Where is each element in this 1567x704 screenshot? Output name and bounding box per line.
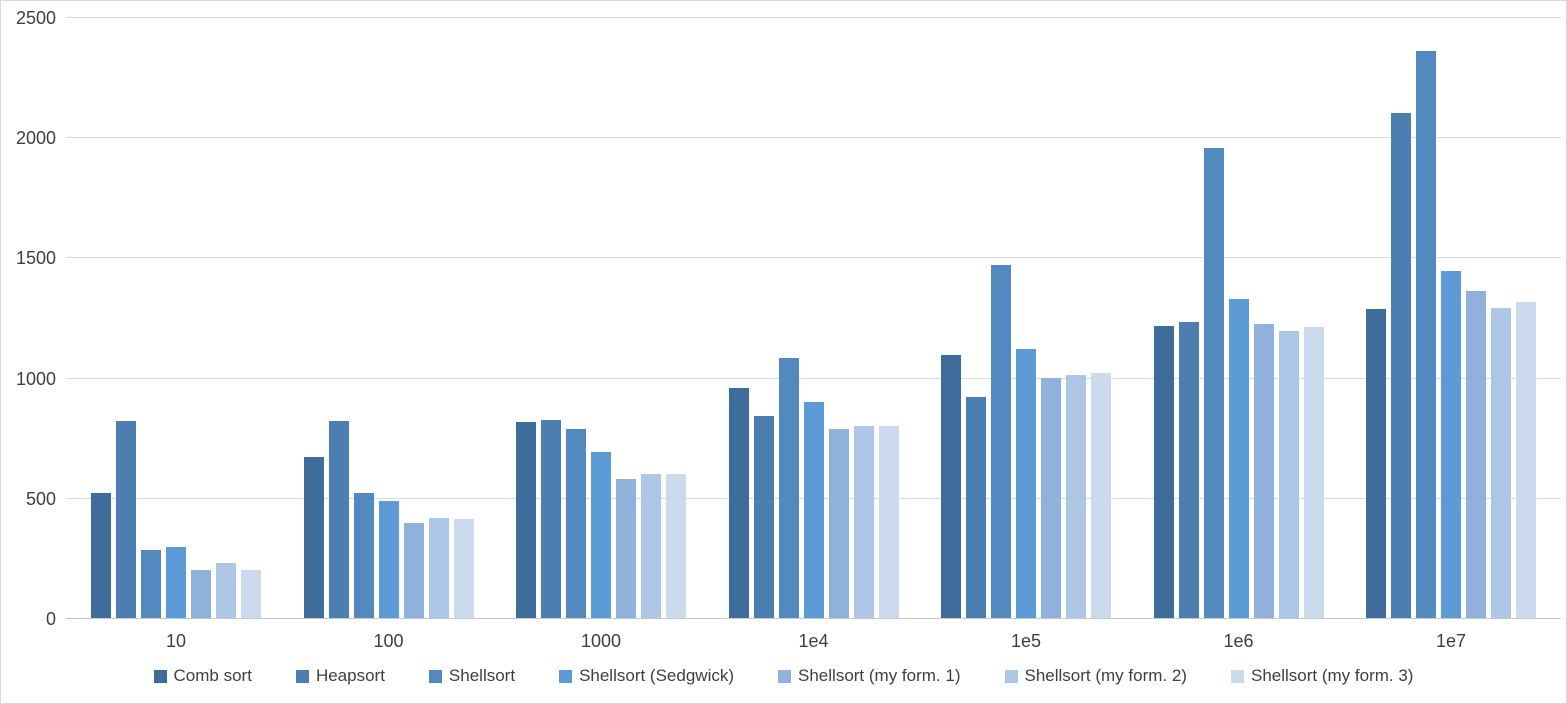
bar [1253,323,1274,618]
legend-swatch-icon [559,669,573,683]
legend-label: Comb sort [173,666,252,685]
bar [991,264,1011,618]
gridline [66,377,1561,379]
bar [803,401,824,618]
bar [116,420,136,618]
bar [1516,301,1536,618]
x-tick-label: 10 [165,631,187,651]
bar-group [91,420,261,618]
legend-item: Shellsort (my form. 1) [778,666,961,686]
legend: Comb sort Heapsort Shellsort Shellsort (Sed… [1,666,1566,686]
bar [303,456,324,618]
bar [1228,299,1249,618]
bar-group [303,420,474,618]
bar [666,473,686,618]
bar [1016,348,1036,618]
bar [1366,309,1386,618]
legend-swatch-icon [295,669,309,683]
legend-label: Shellsort (my form. 3) [1250,666,1414,685]
bar [753,416,774,618]
bar [728,388,749,618]
bar [1466,291,1486,618]
legend-item: Shellsort (Sedgwick) [559,666,734,686]
bar [1203,148,1224,618]
bar-group [728,358,899,618]
bar [403,523,424,618]
legend-label: Heapsort [315,666,385,685]
bar [941,354,961,618]
bar-group [941,264,1111,618]
legend-item: Shellsort (my form. 2) [1004,666,1187,686]
legend-item: Shellsort (my form. 3) [1230,666,1414,686]
x-tick-label: 100 [373,631,404,651]
bar [616,478,636,618]
bar [1178,322,1199,618]
bar [1091,372,1111,618]
x-tick-label: 1e4 [798,631,829,651]
legend-label: Shellsort (my form. 2) [1024,666,1187,685]
legend-item: Comb sort [153,666,252,686]
bar [778,358,799,618]
bar-group [1366,50,1536,618]
bar [241,569,261,618]
bar [1391,113,1411,618]
x-tick-label: 1000 [580,631,622,651]
gridline [66,17,1561,18]
bar [191,569,211,618]
legend-item: Shellsort [428,666,516,686]
bar [1416,50,1436,618]
bar [641,473,661,618]
legend-swatch-icon [1230,669,1244,683]
bar [428,518,449,618]
bar-group [1153,148,1324,618]
legend-label: Shellsort [448,666,516,685]
bar [566,429,586,618]
bar [591,452,611,618]
bar [1278,330,1299,618]
bar [1441,270,1461,618]
x-tick-label: 1e5 [1010,631,1042,651]
bar [328,420,349,618]
bar [828,429,849,618]
x-tick-label: 1e6 [1223,631,1254,651]
legend-swatch-icon [778,669,792,683]
bar [91,493,111,618]
plot-area: 0 500 1000 1500 2000 2500 10 100 1000 1e4 1e5 1e6 1e… [16,8,1561,651]
y-tick-label: 1000 [15,368,56,389]
y-tick-label: 500 [25,488,56,509]
bar [1041,377,1061,618]
bar [166,547,186,618]
gridline [66,257,1561,259]
bar [378,501,399,618]
bar [878,425,899,618]
x-axis-line [66,618,1561,619]
legend-item: Heapsort [295,666,385,686]
y-tick-label: 1500 [15,248,56,269]
bar [353,493,374,618]
legend-swatch-icon [428,669,442,683]
bar [453,519,474,618]
y-tick-label: 2500 [15,8,56,28]
bar [1153,325,1174,618]
bar [516,422,536,618]
bar [1303,327,1324,618]
legend-swatch-icon [153,669,167,683]
bar [216,562,236,618]
bar [853,425,874,618]
legend-label: Shellsort (my form. 1) [798,666,961,685]
legend-label: Shellsort (Sedgwick) [579,666,735,685]
bar [966,396,986,618]
bar [141,549,161,618]
y-tick-label: 0 [45,609,56,629]
bar [1491,307,1511,618]
bar [541,419,561,618]
x-tick-label: 1e7 [1435,631,1467,651]
bar [1066,375,1086,618]
y-tick-label: 2000 [15,128,56,149]
gridline [66,137,1561,139]
bar-group [516,419,686,618]
legend-swatch-icon [1004,669,1018,683]
